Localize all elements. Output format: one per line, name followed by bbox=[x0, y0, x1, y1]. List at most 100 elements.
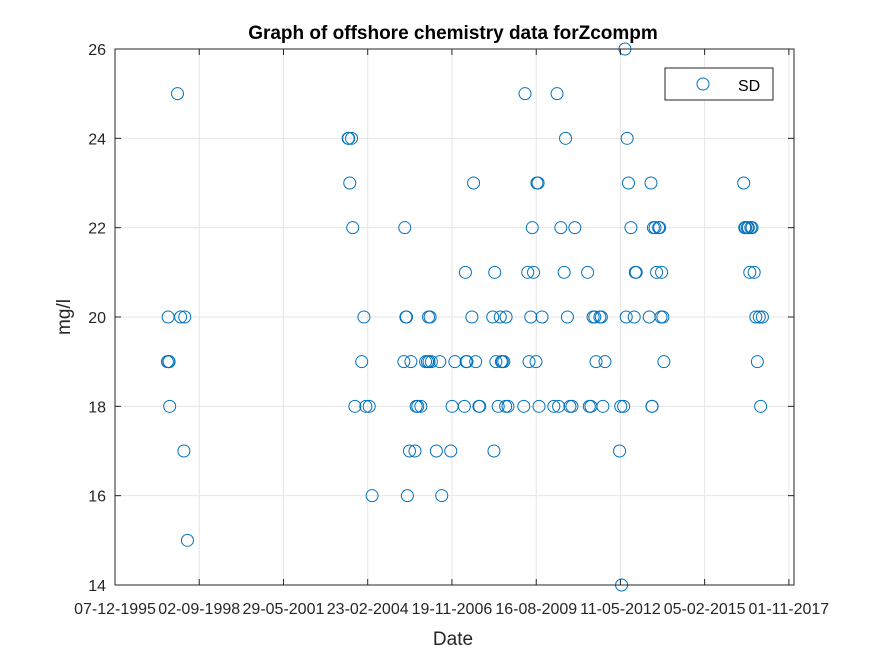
data-point bbox=[473, 399, 487, 413]
data-point bbox=[345, 131, 359, 145]
data-point bbox=[346, 221, 360, 235]
data-point bbox=[547, 399, 561, 413]
data-point bbox=[550, 87, 564, 101]
data-point bbox=[402, 444, 416, 458]
data-point bbox=[598, 355, 612, 369]
x-tick-label: 05-02-2015 bbox=[664, 601, 746, 618]
data-point bbox=[499, 310, 513, 324]
data-point bbox=[645, 399, 659, 413]
data-point bbox=[163, 399, 177, 413]
data-point bbox=[467, 176, 481, 190]
legend-marker bbox=[696, 77, 710, 91]
data-point bbox=[589, 355, 603, 369]
data-point bbox=[620, 131, 634, 145]
data-point bbox=[650, 265, 664, 279]
data-point bbox=[177, 444, 191, 458]
data-point bbox=[644, 176, 658, 190]
data-point bbox=[522, 355, 536, 369]
data-point bbox=[497, 355, 511, 369]
data-point bbox=[435, 489, 449, 503]
x-tick-label: 07-12-1995 bbox=[74, 601, 156, 618]
data-point bbox=[429, 444, 443, 458]
y-tick-label: 18 bbox=[88, 399, 106, 416]
data-point bbox=[532, 399, 546, 413]
data-point bbox=[491, 399, 505, 413]
data-point bbox=[617, 399, 631, 413]
data-point bbox=[648, 221, 662, 235]
data-point bbox=[400, 310, 414, 324]
data-point bbox=[489, 355, 503, 369]
data-point bbox=[619, 310, 633, 324]
data-point bbox=[162, 355, 176, 369]
data-point bbox=[400, 489, 414, 503]
data-point bbox=[493, 310, 507, 324]
data-point bbox=[755, 310, 769, 324]
data-point bbox=[594, 310, 608, 324]
y-tick-label: 26 bbox=[88, 42, 106, 59]
y-tick-label: 14 bbox=[88, 578, 106, 595]
data-point bbox=[737, 176, 751, 190]
data-point bbox=[486, 310, 500, 324]
data-point bbox=[365, 489, 379, 503]
y-tick-label: 16 bbox=[88, 489, 106, 506]
x-axis-label: Date bbox=[433, 629, 473, 650]
data-point bbox=[355, 355, 369, 369]
data-point bbox=[529, 355, 543, 369]
data-point bbox=[581, 265, 595, 279]
data-point bbox=[559, 131, 573, 145]
data-point bbox=[408, 444, 422, 458]
data-point bbox=[423, 310, 437, 324]
y-axis-label: mg/l bbox=[54, 299, 75, 335]
data-point bbox=[627, 310, 641, 324]
data-point bbox=[171, 87, 184, 101]
y-tick-label: 22 bbox=[88, 221, 106, 238]
x-tick-label: 02-09-1998 bbox=[158, 601, 240, 618]
data-point bbox=[653, 221, 667, 235]
legend-label-sd: SD bbox=[738, 78, 760, 95]
data-point bbox=[518, 87, 532, 101]
data-point bbox=[414, 399, 428, 413]
x-tick-label: 29-05-2001 bbox=[243, 601, 325, 618]
data-point bbox=[531, 176, 545, 190]
x-tick-label: 23-02-2004 bbox=[327, 601, 409, 618]
data-point bbox=[750, 355, 764, 369]
data-point bbox=[444, 444, 458, 458]
data-point bbox=[745, 221, 759, 235]
data-point bbox=[178, 310, 192, 324]
data-point bbox=[404, 355, 418, 369]
data-point bbox=[469, 355, 483, 369]
data-point bbox=[397, 355, 411, 369]
axes bbox=[114, 48, 795, 586]
data-point bbox=[487, 444, 501, 458]
data-point bbox=[398, 221, 412, 235]
data-point bbox=[624, 221, 638, 235]
data-point bbox=[465, 310, 479, 324]
data-point bbox=[754, 399, 768, 413]
data-point bbox=[362, 399, 376, 413]
data-point bbox=[357, 310, 371, 324]
data-point bbox=[552, 399, 566, 413]
data-point bbox=[457, 399, 471, 413]
data-point bbox=[657, 355, 671, 369]
y-tick-label: 20 bbox=[88, 310, 106, 327]
data-point bbox=[743, 265, 757, 279]
data-point bbox=[525, 221, 539, 235]
data-point bbox=[433, 355, 447, 369]
x-tick-label: 16-08-2009 bbox=[495, 601, 577, 618]
data-point bbox=[424, 355, 438, 369]
data-point bbox=[501, 399, 515, 413]
data-point bbox=[554, 221, 568, 235]
data-point bbox=[524, 310, 538, 324]
data-point bbox=[752, 310, 766, 324]
data-point bbox=[568, 221, 582, 235]
data-point bbox=[458, 265, 472, 279]
legend: SD bbox=[664, 67, 774, 101]
data-point bbox=[342, 131, 356, 145]
tick-labels: 07-12-1995 02-09-1998 29-05-2001 23-02-2004… bbox=[74, 42, 829, 618]
data-point bbox=[588, 310, 602, 324]
data-point bbox=[613, 444, 627, 458]
y-tick-label: 24 bbox=[88, 131, 106, 148]
x-tick-label: 01-11-2017 bbox=[749, 601, 830, 618]
data-point bbox=[180, 533, 194, 547]
